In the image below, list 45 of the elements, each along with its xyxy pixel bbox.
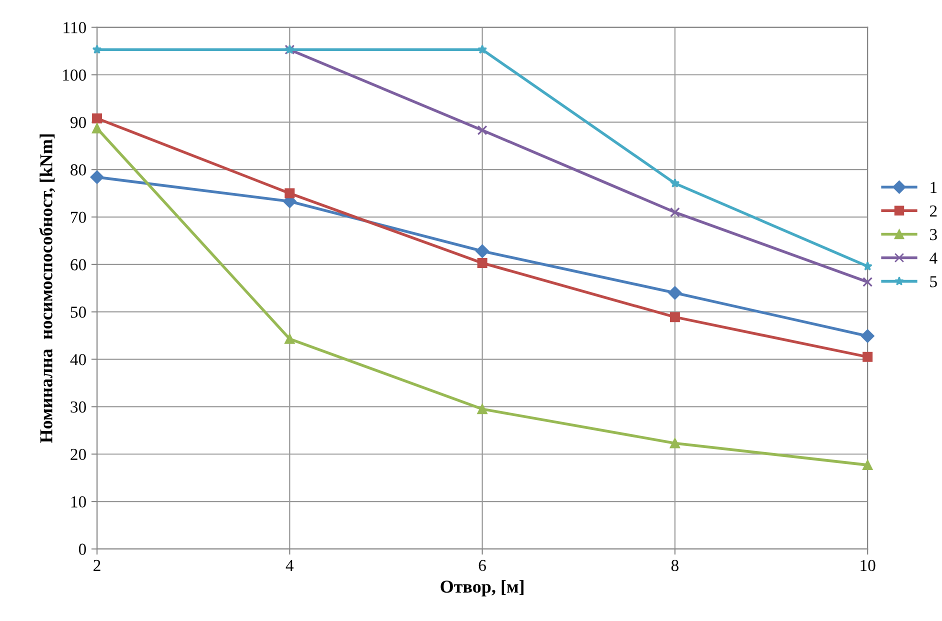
y-tick-label: 20 xyxy=(70,448,86,460)
point xyxy=(862,460,873,470)
point xyxy=(92,123,102,134)
y-tick-label: 10 xyxy=(71,496,86,508)
point xyxy=(670,178,680,188)
point xyxy=(670,207,680,218)
x-tick-label: 2 xyxy=(94,560,100,571)
point xyxy=(860,329,874,343)
y-tick-label: 80 xyxy=(70,164,86,176)
point xyxy=(92,113,102,124)
point xyxy=(862,276,873,287)
point xyxy=(477,258,488,268)
y-tick-label: 70 xyxy=(71,212,86,223)
point xyxy=(670,438,680,448)
point xyxy=(670,312,680,322)
x-tick-label: 8 xyxy=(671,560,678,572)
y-tick-label: 90 xyxy=(70,116,86,128)
point xyxy=(476,244,490,258)
y-axis-title: Номинална носимоспособност, [kNm] xyxy=(39,134,56,443)
y-tick-label: 50 xyxy=(70,306,86,318)
y-tick-label: 60 xyxy=(70,259,86,270)
point xyxy=(862,352,873,362)
y-tick-label: 30 xyxy=(70,401,86,413)
x-tick-label: 4 xyxy=(286,560,294,571)
x-tick-label: 6 xyxy=(478,560,486,572)
point xyxy=(90,170,104,184)
legend-label: 4 xyxy=(930,252,938,264)
point xyxy=(284,188,295,198)
x-axis-title: Отвор, [м] xyxy=(440,580,524,596)
point xyxy=(284,334,295,344)
y-tick-label: 100 xyxy=(63,69,86,81)
point xyxy=(862,261,872,271)
point xyxy=(477,404,488,414)
legend-label: 3 xyxy=(930,229,937,240)
legend-label: 2 xyxy=(930,205,937,216)
legend-label: 1 xyxy=(930,182,937,193)
point xyxy=(668,286,682,300)
point xyxy=(478,44,488,54)
y-tick-label: 0 xyxy=(78,544,86,555)
x-tick-label: 10 xyxy=(860,560,876,572)
y-tick-label: 110 xyxy=(64,22,86,34)
legend-label: 5 xyxy=(930,276,937,288)
y-tick-label: 40 xyxy=(70,354,86,366)
point xyxy=(92,44,102,54)
point xyxy=(477,125,488,136)
